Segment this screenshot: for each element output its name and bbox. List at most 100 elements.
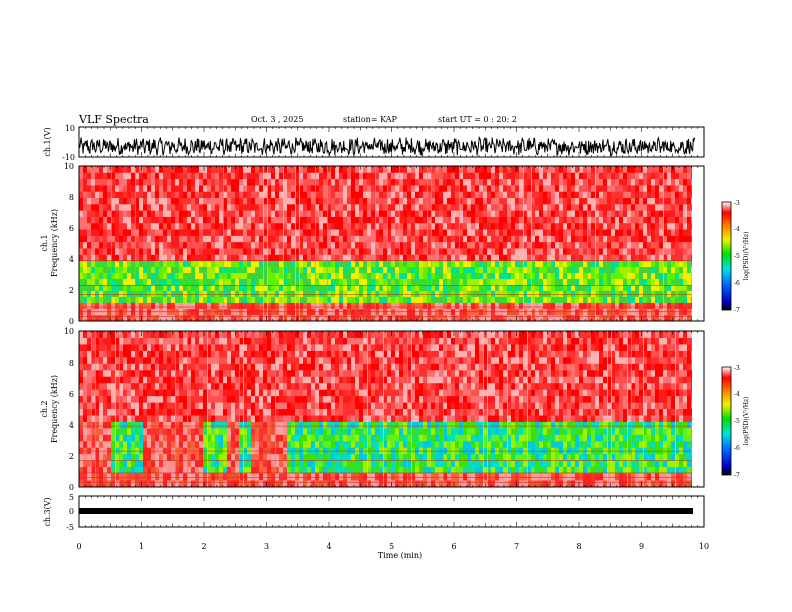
spectrogram-cell [151,472,156,481]
spectrogram-cell [415,284,420,291]
spectrogram-cell [191,472,196,481]
spectrogram-cell [647,166,652,173]
spectrogram-cell [659,284,664,291]
spectrogram-cell [639,241,644,249]
spectrogram-cell [627,296,632,303]
spectrogram-cell [171,421,176,429]
spectrogram-cell [555,235,560,243]
spectrogram-cell [663,203,668,211]
spectrogram-cell [275,272,280,279]
spectrogram-cell [183,172,188,180]
spectrogram-cell [363,203,368,211]
spectrogram-cell [167,466,172,474]
spectrogram-cell [107,241,112,249]
spectrogram-cell [539,284,544,291]
spectrogram-cell [131,172,136,180]
spectrogram-cell [239,290,244,297]
spectrogram-cell [543,314,548,321]
spectrogram-cell [279,222,284,230]
spectrogram-cell [443,178,448,186]
spectrogram-cell [227,210,232,217]
spectrogram-cell [535,235,540,243]
spectrogram-cell [611,166,616,173]
spectrogram-cell [515,247,520,255]
spectrogram-cell [527,290,532,297]
spectrogram-cell [471,260,476,268]
spectrogram-cell [635,216,640,224]
spectrogram-cell [195,296,200,303]
spectrogram-cell [363,278,368,285]
spectrogram-cell [323,216,328,224]
spectrogram-cell [171,216,176,224]
spectrogram-cell [595,222,600,230]
spectrogram-cell [195,203,200,211]
ch1-spectrogram-ticks [78,166,705,321]
spectrogram-cell [671,296,676,303]
spectrogram-cell [663,172,668,180]
spectrogram-cell [327,272,332,279]
spectrogram-cell [375,216,380,224]
spectrogram-cell [211,296,216,303]
spectrogram-cell [79,376,84,384]
spectrogram-cell [219,216,224,224]
spectrogram-cell [363,247,368,255]
spectrogram-cell [431,172,436,180]
spectrogram-cell [195,247,200,255]
spectrogram-cell [199,191,204,199]
spectrogram-cell [83,343,88,351]
spectrogram-cell [127,302,132,310]
spectrogram-cell [611,184,616,192]
spectrogram-cell [331,247,336,255]
spectrogram-cell [583,197,588,205]
spectrogram-cell [635,272,640,279]
spectrogram-cell [423,210,428,217]
spectrogram-cell [547,229,552,236]
spectrogram-cell [91,241,96,249]
spectrogram-cell [271,284,276,291]
spectrogram-cell [323,241,328,249]
spectrogram-cell [323,302,328,310]
spectrogram-cell [115,382,120,390]
spectrogram-cell [255,166,260,173]
spectrogram-cell [603,314,608,321]
spectrogram-cell [267,302,272,310]
spectrogram-cell [479,216,484,224]
spectrogram-cell [451,314,456,321]
spectrogram-cell [471,290,476,297]
spectrogram-cell [559,178,564,186]
spectrogram-cell [375,302,380,310]
spectrogram-cell [127,290,132,297]
spectrogram-streak [111,166,112,321]
spectrogram-cell [667,172,672,180]
spectrogram-cell [367,296,372,303]
spectrogram-cell [239,216,244,224]
spectrogram-cell [135,337,140,345]
spectrogram-cell [95,382,100,390]
spectrogram-cell [411,266,416,274]
spectrogram-cell [463,272,468,279]
spectrogram-cell [487,296,492,303]
spectrogram-cell [231,222,236,230]
spectrogram-cell [367,290,372,297]
spectrogram-cell [603,278,608,285]
spectrogram-cell [467,216,472,224]
spectrogram-cell [143,460,148,468]
spectrogram-cell [283,278,288,285]
spectrogram-cell [99,191,104,199]
spectrogram-cell [215,222,220,230]
spectrogram-cell [259,184,264,192]
spectrogram-cell [531,260,536,268]
spectrogram-cell [175,363,180,371]
spectrogram-cell [499,302,504,310]
spectrogram-cell [231,203,236,211]
spectrogram-cell [119,408,124,416]
spectrogram-cell [527,284,532,291]
spectrogram-cell [387,216,392,224]
spectrogram-cell [319,191,324,199]
spectrogram-cell [151,369,156,377]
spectrogram-cell [379,296,384,303]
spectrogram-cell [567,284,572,291]
spectrogram-cell [423,278,428,285]
spectrogram-cell [383,210,388,217]
spectrogram-cell [339,235,344,243]
